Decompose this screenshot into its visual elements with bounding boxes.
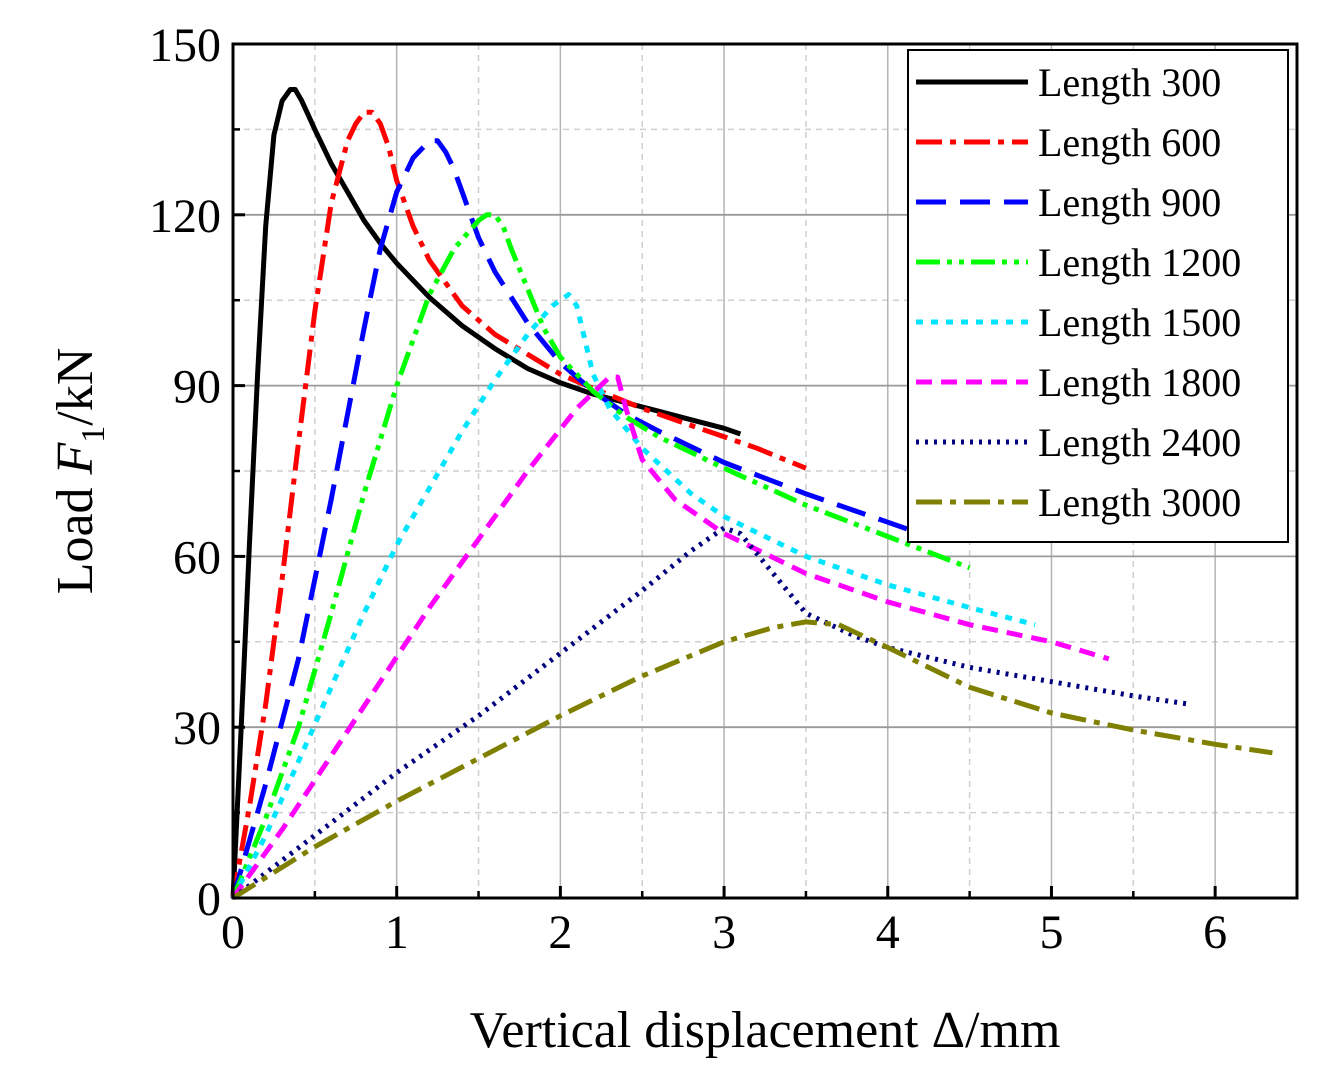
series-line-8 — [231, 619, 1273, 901]
legend-label: Length 900 — [1038, 180, 1221, 225]
y-axis-title: Load F1/kN — [47, 348, 112, 595]
x-tick-label: 6 — [1203, 906, 1227, 959]
legend-label: Length 1500 — [1038, 300, 1241, 345]
legend-label: Length 1800 — [1038, 360, 1241, 405]
series-line-6 — [230, 374, 1110, 900]
legend-box — [907, 49, 1289, 543]
legend-label: Length 1200 — [1038, 240, 1241, 285]
x-axis-title: Vertical displacement Δ/mm — [470, 1002, 1061, 1059]
series-line-3 — [230, 138, 938, 899]
y-axis-title-subscript: 1 — [75, 426, 112, 443]
legend-label: Length 3000 — [1038, 480, 1241, 525]
y-tick-label: 0 — [197, 873, 221, 926]
legend: Length 300 Length 600 Length 900 Length 120… — [907, 49, 1289, 543]
legend-label: Length 600 — [1038, 120, 1221, 165]
y-axis-title-unit: /kN — [47, 348, 104, 426]
x-tick-label: 0 — [221, 906, 245, 959]
legend-label: Length 2400 — [1038, 420, 1241, 465]
y-tick-label: 120 — [149, 190, 221, 243]
y-tick-label: 90 — [173, 361, 221, 414]
y-tick-label: 60 — [173, 531, 221, 584]
y-tick-label: 150 — [149, 19, 221, 72]
y-axis-title-prefix: Load — [47, 474, 104, 594]
series-line-4 — [230, 212, 971, 899]
series-line-7 — [231, 525, 1191, 900]
x-tick-label: 4 — [876, 906, 900, 959]
x-tick-label: 3 — [712, 906, 736, 959]
series-line-2 — [230, 109, 807, 899]
y-axis-title-variable: F — [47, 441, 104, 475]
x-tick-label: 1 — [385, 906, 409, 959]
x-tick-label: 2 — [548, 906, 572, 959]
x-tick-label: 5 — [1039, 906, 1063, 959]
y-tick-label: 30 — [173, 702, 221, 755]
series-line-5 — [230, 292, 1036, 900]
series-line-1 — [230, 87, 742, 899]
series-lines — [230, 87, 1273, 901]
legend-label: Length 300 — [1038, 60, 1221, 105]
